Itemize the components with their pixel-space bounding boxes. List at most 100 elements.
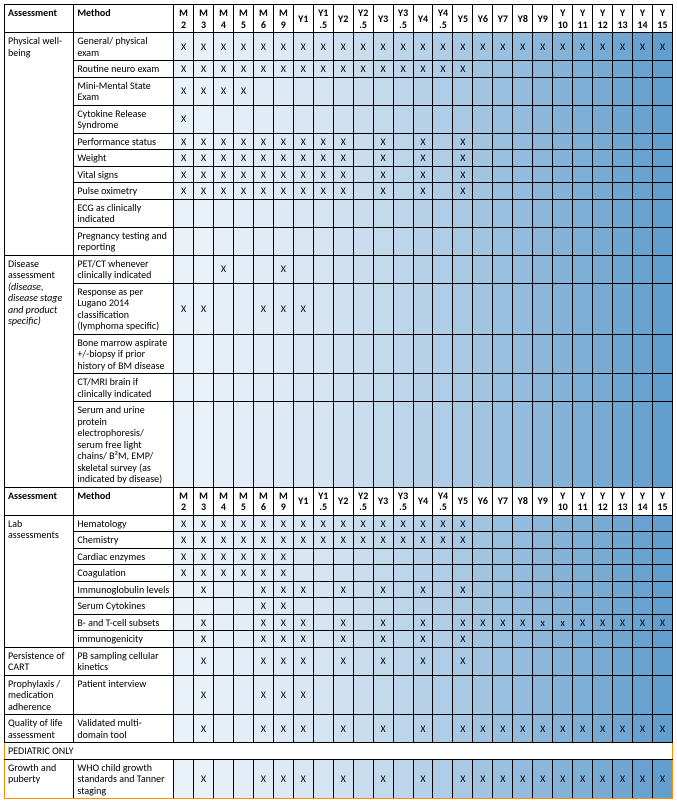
mark-cell — [613, 133, 633, 150]
mark-cell — [393, 565, 413, 582]
mark-cell — [633, 199, 653, 227]
mark-cell — [333, 77, 353, 105]
mark-cell — [373, 374, 393, 402]
mark-cell: X — [293, 183, 313, 200]
mark-cell — [633, 631, 653, 648]
mark-cell: X — [174, 548, 194, 565]
mark-cell — [433, 183, 453, 200]
data-row: Serum CytokinesXX — [5, 598, 673, 615]
mark-cell — [393, 255, 413, 283]
mark-cell — [313, 548, 333, 565]
mark-cell: X — [273, 548, 293, 565]
mark-cell — [652, 581, 672, 598]
mark-cell — [633, 77, 653, 105]
mark-cell — [333, 374, 353, 402]
mark-cell — [233, 402, 253, 488]
mark-cell — [553, 532, 573, 549]
mark-cell: X — [473, 614, 493, 631]
mark-cell — [213, 374, 233, 402]
mark-cell — [473, 199, 493, 227]
mark-cell: X — [413, 532, 433, 549]
header-timepoint: M 6 — [253, 487, 273, 515]
mark-cell — [393, 675, 413, 715]
mark-cell — [353, 548, 373, 565]
mark-cell — [593, 598, 613, 615]
mark-cell — [313, 581, 333, 598]
header-method: Method — [74, 5, 174, 33]
mark-cell — [194, 255, 214, 283]
mark-cell: X — [633, 33, 653, 61]
mark-cell: X — [453, 150, 473, 167]
mark-cell — [493, 199, 513, 227]
mark-cell — [513, 631, 533, 648]
mark-cell: X — [213, 565, 233, 582]
mark-cell — [533, 581, 553, 598]
mark-cell — [393, 227, 413, 255]
mark-cell — [573, 334, 593, 374]
header-row: AssessmentMethodM 2M 3M 4M 5M 6M 9Y1Y1 .… — [5, 487, 673, 515]
data-row: Routine neuro examXXXXXXXXXXXXXXX — [5, 61, 673, 78]
mark-cell — [573, 581, 593, 598]
header-timepoint: M 2 — [174, 487, 194, 515]
mark-cell — [633, 105, 653, 133]
method-cell: Vital signs — [74, 166, 174, 183]
mark-cell: X — [253, 715, 273, 743]
mark-cell — [593, 675, 613, 715]
mark-cell — [553, 565, 573, 582]
data-row: Performance statusXXXXXXXXXXXX — [5, 133, 673, 150]
mark-cell — [293, 402, 313, 488]
mark-cell — [573, 532, 593, 549]
mark-cell — [473, 374, 493, 402]
mark-cell — [633, 227, 653, 255]
mark-cell — [633, 283, 653, 334]
mark-cell — [433, 631, 453, 648]
mark-cell — [573, 199, 593, 227]
mark-cell: X — [293, 614, 313, 631]
mark-cell: X — [433, 515, 453, 532]
mark-cell — [593, 105, 613, 133]
mark-cell — [652, 675, 672, 715]
mark-cell: X — [453, 133, 473, 150]
mark-cell — [313, 374, 333, 402]
mark-cell — [513, 675, 533, 715]
mark-cell — [473, 565, 493, 582]
mark-cell: X — [493, 614, 513, 631]
header-timepoint: Y2 .5 — [353, 487, 373, 515]
mark-cell — [333, 227, 353, 255]
mark-cell — [493, 334, 513, 374]
mark-cell — [493, 166, 513, 183]
header-assessment: Assessment — [5, 487, 74, 515]
mark-cell: X — [373, 33, 393, 61]
header-timepoint: M 9 — [273, 487, 293, 515]
mark-cell — [513, 581, 533, 598]
mark-cell — [613, 515, 633, 532]
mark-cell: X — [373, 759, 393, 799]
method-cell: Serum and urine protein electrophoresis/… — [74, 402, 174, 488]
mark-cell — [353, 227, 373, 255]
mark-cell: X — [333, 631, 353, 648]
mark-cell — [413, 548, 433, 565]
header-timepoint: Y3 — [373, 5, 393, 33]
mark-cell — [593, 374, 613, 402]
mark-cell: X — [453, 61, 473, 78]
header-timepoint: Y 11 — [573, 487, 593, 515]
mark-cell: X — [293, 33, 313, 61]
mark-cell: X — [293, 133, 313, 150]
mark-cell: X — [194, 565, 214, 582]
mark-cell — [353, 675, 373, 715]
mark-cell — [413, 675, 433, 715]
mark-cell: X — [433, 61, 453, 78]
mark-cell: X — [493, 33, 513, 61]
mark-cell — [573, 283, 593, 334]
mark-cell — [652, 133, 672, 150]
mark-cell — [553, 581, 573, 598]
mark-cell — [213, 199, 233, 227]
mark-cell: X — [333, 150, 353, 167]
mark-cell — [433, 402, 453, 488]
mark-cell — [213, 614, 233, 631]
mark-cell: x — [533, 614, 553, 631]
mark-cell — [393, 614, 413, 631]
mark-cell — [373, 283, 393, 334]
header-timepoint: M 2 — [174, 5, 194, 33]
mark-cell — [253, 334, 273, 374]
